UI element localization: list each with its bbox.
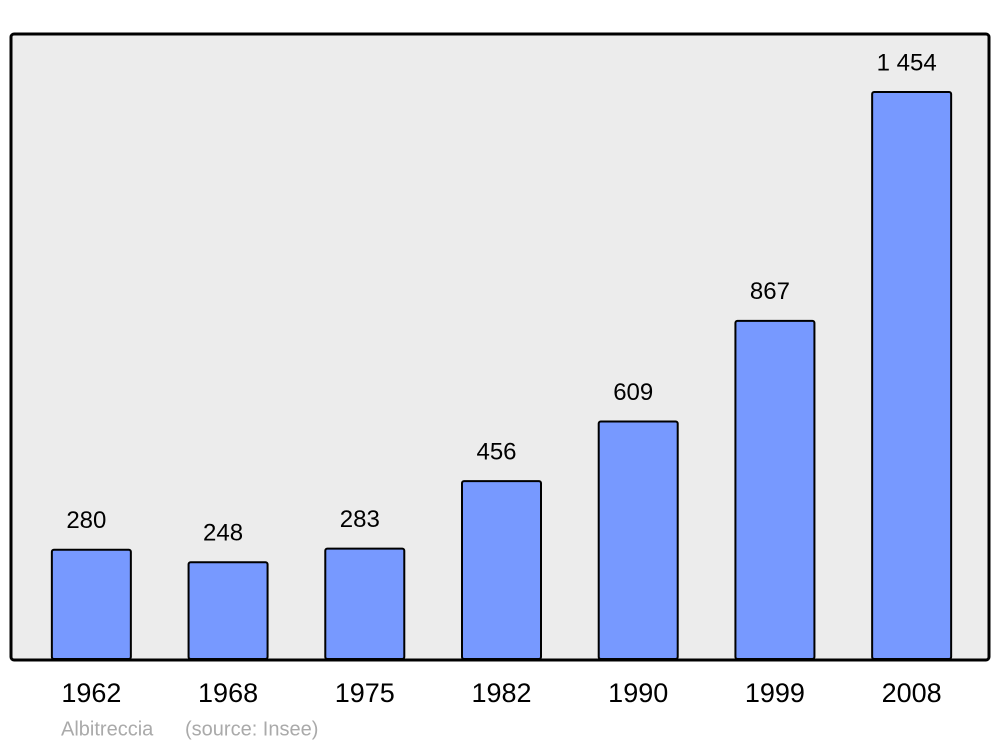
x-tick-label: 1982 <box>471 678 531 708</box>
x-tick-label: 1962 <box>61 678 121 708</box>
value-label: 867 <box>750 278 790 305</box>
value-label: 609 <box>613 379 653 406</box>
value-label: 248 <box>203 520 243 547</box>
bar <box>461 480 542 660</box>
source: (source: Insee) <box>185 718 318 740</box>
bar <box>50 548 132 660</box>
caption: Albitreccia <box>61 718 154 740</box>
x-tick-label: 1968 <box>198 678 258 708</box>
x-tick-label: 2008 <box>882 678 942 708</box>
value-label: 280 <box>66 507 106 534</box>
value-label: 283 <box>340 506 380 533</box>
x-tick-label: 1975 <box>335 678 395 708</box>
bar <box>187 561 269 661</box>
value-label: 1 454 <box>877 49 937 76</box>
bar <box>324 547 406 661</box>
bar <box>597 420 679 660</box>
bar <box>871 90 953 660</box>
value-label: 456 <box>476 439 516 466</box>
x-tick-label: 1990 <box>608 678 668 708</box>
bar <box>734 319 816 660</box>
x-tick-label: 1999 <box>745 678 805 708</box>
